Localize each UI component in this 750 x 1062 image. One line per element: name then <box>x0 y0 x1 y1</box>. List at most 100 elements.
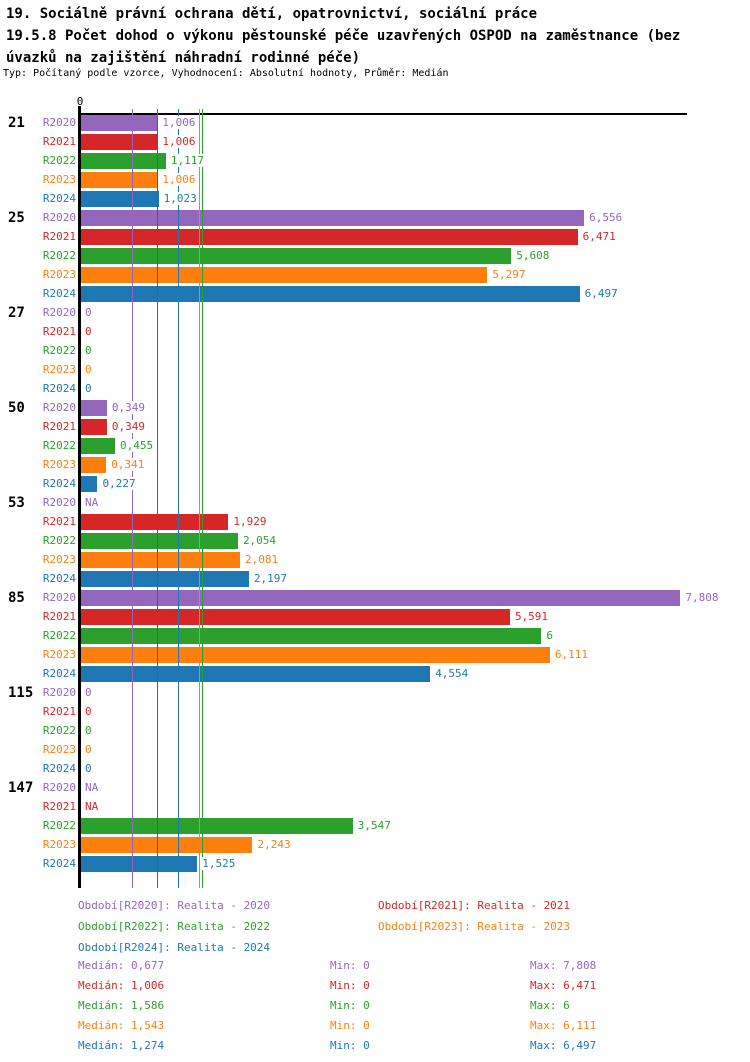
series-row-label: R2021 <box>42 800 76 813</box>
bar <box>81 267 488 283</box>
median-line <box>202 109 203 888</box>
bar-value-label: 5,608 <box>515 249 551 262</box>
median-line <box>132 109 133 888</box>
bar <box>81 476 98 492</box>
series-row-label: R2023 <box>42 553 76 566</box>
bar <box>81 609 510 625</box>
bar <box>81 115 158 131</box>
stat-median: Medián: 1,274 <box>78 1039 165 1052</box>
series-row-label: R2024 <box>42 287 76 300</box>
legend-item: Období[R2024]: Realita - 2024 <box>78 941 271 954</box>
chart-title-line: 19.5.8 Počet dohod o výkonu pěstounské p… <box>6 28 681 44</box>
series-row-label: R2020 <box>42 306 76 319</box>
stat-min: Min: 0 <box>330 959 370 972</box>
bar <box>81 134 158 150</box>
bar-value-label: 2,243 <box>256 838 292 851</box>
bar-value-label: 6 <box>545 629 555 642</box>
category-label: 115 <box>8 685 34 701</box>
bar <box>81 229 578 245</box>
series-row-label: R2021 <box>42 705 76 718</box>
bar-value-label: 0 <box>84 306 93 319</box>
series-row-label: R2023 <box>42 173 76 186</box>
series-row-label: R2024 <box>42 762 76 775</box>
category-label: 21 <box>8 115 25 131</box>
bar <box>81 571 249 587</box>
bar-value-label: 0 <box>84 382 93 395</box>
series-row-label: R2024 <box>42 667 76 680</box>
series-row-label: R2024 <box>42 857 76 870</box>
series-row-label: R2023 <box>42 363 76 376</box>
stat-max: Max: 6,111 <box>530 1019 597 1032</box>
category-label: 147 <box>8 780 34 796</box>
bar-value-label: 7,808 <box>684 591 720 604</box>
bar-value-label: 1,525 <box>201 857 237 870</box>
stat-min: Min: 0 <box>330 979 370 992</box>
bar <box>81 210 585 226</box>
series-row-label: R2020 <box>42 686 76 699</box>
stat-median: Medián: 1,586 <box>78 999 165 1012</box>
stat-min: Min: 0 <box>330 1039 370 1052</box>
chart-title-line: 19. Sociálně právní ochrana dětí, opatro… <box>6 6 538 22</box>
median-line <box>199 109 200 888</box>
series-row-label: R2020 <box>42 591 76 604</box>
series-row-label: R2022 <box>42 344 76 357</box>
category-label: 27 <box>8 305 25 321</box>
series-row-label: R2022 <box>42 819 76 832</box>
stat-max: Max: 6,471 <box>530 979 597 992</box>
series-row-label: R2021 <box>42 515 76 528</box>
legend-item: Období[R2023]: Realita - 2023 <box>378 920 571 933</box>
series-row-label: R2021 <box>42 610 76 623</box>
bar-value-label: 1,023 <box>162 192 198 205</box>
series-row-label: R2024 <box>42 572 76 585</box>
bar <box>81 286 580 302</box>
series-row-label: R2021 <box>42 420 76 433</box>
bar <box>81 248 512 264</box>
chart-subtitle: Typ: Počítaný podle vzorce, Vyhodnocení:… <box>3 68 449 79</box>
bar-value-label: 0 <box>84 363 93 376</box>
bar <box>81 647 550 663</box>
series-row-label: R2023 <box>42 838 76 851</box>
stat-median: Medián: 1,006 <box>78 979 165 992</box>
series-row-label: R2023 <box>42 648 76 661</box>
stat-median: Medián: 1,543 <box>78 1019 165 1032</box>
bar-value-label: 1,006 <box>161 173 197 186</box>
bar-value-label: 5,297 <box>491 268 527 281</box>
series-row-label: R2022 <box>42 154 76 167</box>
median-line <box>157 109 158 888</box>
bar-value-label: 1,929 <box>232 515 268 528</box>
bar-value-label: 0,349 <box>110 420 146 433</box>
bar-value-label: 0 <box>84 724 93 737</box>
bar-value-label: 5,591 <box>513 610 550 623</box>
bar-value-label: 0 <box>84 743 93 756</box>
category-label: 53 <box>8 495 25 511</box>
stat-median: Medián: 0,677 <box>78 959 165 972</box>
bar <box>81 438 115 454</box>
bar <box>81 856 198 872</box>
x-axis-zero-label: 0 <box>76 95 84 108</box>
bar-value-label: 6,471 <box>581 230 617 243</box>
median-line <box>178 109 179 888</box>
stat-max: Max: 6,497 <box>530 1039 597 1052</box>
chart-title-line: úvazků na zajištění náhradní rodinné péč… <box>6 50 361 66</box>
bar <box>81 400 107 416</box>
bar <box>81 191 159 207</box>
series-row-label: R2020 <box>42 496 76 509</box>
bar-value-label: 0,341 <box>110 458 146 471</box>
series-row-label: R2020 <box>42 401 76 414</box>
bar-value-label: 2,054 <box>241 534 278 547</box>
bar-value-label: NA <box>84 496 100 509</box>
series-row-label: R2023 <box>42 743 76 756</box>
bar-value-label: 0 <box>84 705 93 718</box>
series-row-label: R2021 <box>42 135 76 148</box>
bar-value-label: 0 <box>84 325 93 338</box>
series-row-label: R2022 <box>42 534 76 547</box>
bar-value-label: 1,117 <box>169 154 206 167</box>
bar <box>81 666 431 682</box>
stat-min: Min: 0 <box>330 999 370 1012</box>
bar-value-label: 4,554 <box>434 667 470 680</box>
legend-item: Období[R2021]: Realita - 2021 <box>378 899 571 912</box>
series-row-label: R2022 <box>42 439 76 452</box>
series-row-label: R2021 <box>42 325 76 338</box>
bar <box>81 457 107 473</box>
